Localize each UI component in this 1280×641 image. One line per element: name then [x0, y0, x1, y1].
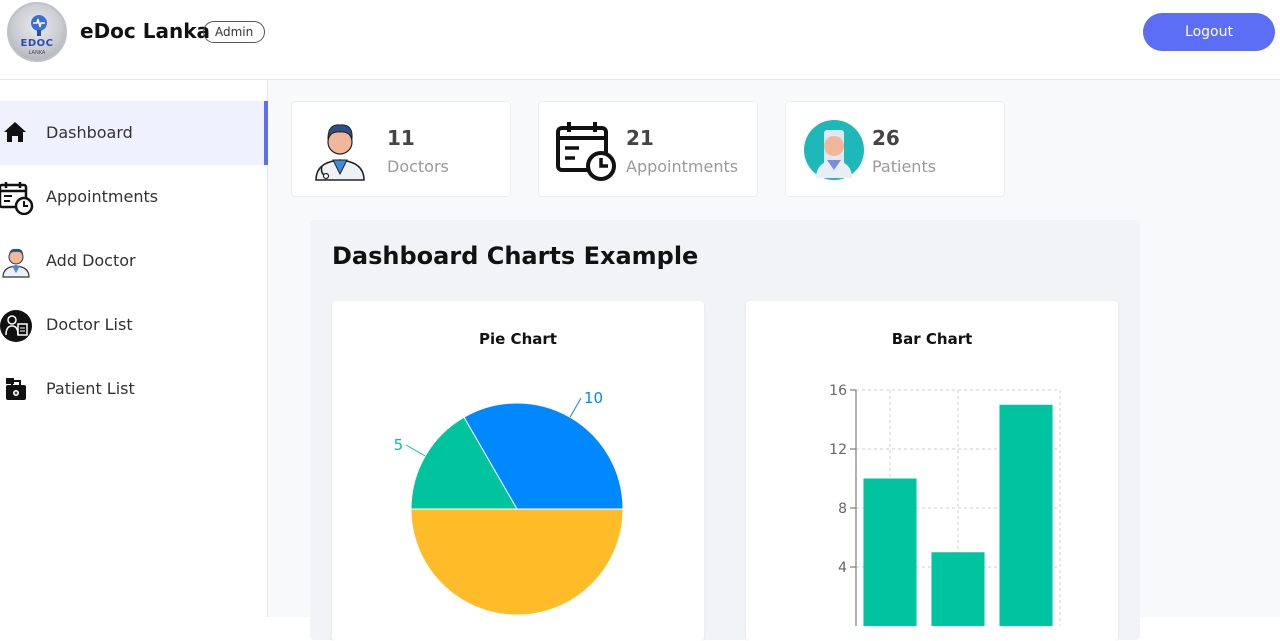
pie-data-label: 10 [584, 389, 603, 407]
sidebar-item-label: Patient List [46, 379, 135, 398]
logo-mark-icon [31, 15, 47, 36]
bar-chart-card: Bar Chart 4 8 12 16 [746, 301, 1118, 641]
sidebar-item-label: Doctor List [46, 315, 133, 334]
y-tick-label: 4 [838, 560, 847, 576]
y-tick-label: 16 [829, 383, 847, 399]
sidebar: Dashboard Appointments Add Doctor [0, 80, 268, 617]
bar[interactable] [863, 478, 917, 627]
logout-button[interactable]: Logout [1143, 13, 1275, 51]
main-content: 11 Doctors 21 Appointments 26 Patients D… [268, 80, 1280, 641]
stat-label: Doctors [387, 157, 449, 176]
stat-value: 11 [387, 126, 415, 150]
app-logo[interactable]: EDOC LANKA [7, 2, 67, 62]
bar[interactable] [931, 552, 985, 626]
stat-card-patients[interactable]: 26 Patients [785, 101, 1005, 197]
stat-value: 21 [626, 126, 654, 150]
stat-card-doctors[interactable]: 11 Doctors [291, 101, 511, 197]
stat-card-appointments[interactable]: 21 Appointments [538, 101, 758, 197]
pie-data-label: 5 [394, 436, 404, 454]
sidebar-item-label: Appointments [46, 187, 159, 206]
pie-chart: 10 5 [394, 389, 624, 616]
doctor-add-icon [2, 248, 30, 278]
pie-label-line [569, 397, 582, 418]
sidebar-item-doctor-list[interactable]: Doctor List [0, 293, 268, 357]
stat-label: Patients [872, 157, 937, 176]
calendar-clock-icon [0, 182, 34, 215]
logo-text: EDOC [20, 38, 54, 49]
bar[interactable] [999, 404, 1053, 626]
sidebar-item-dashboard[interactable]: Dashboard [0, 101, 268, 165]
sidebar-item-add-doctor[interactable]: Add Doctor [0, 229, 268, 293]
patient-list-icon [6, 378, 26, 400]
charts-panel: Dashboard Charts Example Pie Chart 10 5 B… [310, 220, 1140, 641]
role-badge: Admin [203, 21, 266, 43]
bar-chart: 4 8 12 16 [829, 383, 1061, 627]
bar-chart-title: Bar Chart [891, 330, 973, 348]
y-tick-label: 12 [829, 442, 847, 458]
patient-icon [804, 120, 864, 180]
pie-chart-title: Pie Chart [479, 330, 557, 348]
top-bar: EDOC LANKA eDoc Lanka Admin Logout [0, 0, 1280, 80]
pie-label-line [405, 444, 426, 457]
sidebar-item-appointments[interactable]: Appointments [0, 165, 268, 229]
y-tick-label: 8 [838, 501, 847, 517]
doctor-list-icon [0, 310, 32, 342]
charts-title: Dashboard Charts Example [332, 242, 699, 270]
pie-slice[interactable] [410, 416, 518, 510]
pie-slice[interactable] [410, 508, 624, 616]
stat-value: 26 [872, 126, 900, 150]
sidebar-item-label: Dashboard [46, 123, 133, 142]
logo-subtext: LANKA [28, 50, 46, 56]
doctor-icon [315, 124, 365, 181]
sidebar-item-label: Add Doctor [46, 251, 136, 270]
stat-label: Appointments [626, 157, 739, 176]
calendar-clock-icon [556, 122, 616, 181]
home-icon [4, 122, 26, 142]
pie-chart-card: Pie Chart 10 5 [332, 301, 704, 641]
sidebar-item-patient-list[interactable]: Patient List [0, 357, 268, 421]
brand-name: eDoc Lanka [80, 19, 210, 43]
